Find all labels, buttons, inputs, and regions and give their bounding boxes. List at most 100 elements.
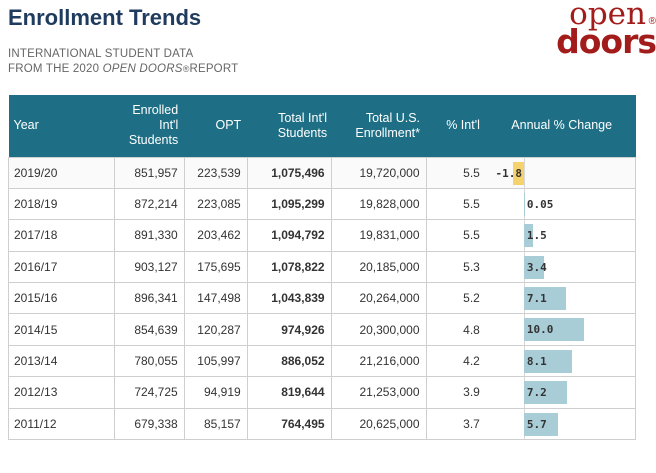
change-label: -1.8 bbox=[495, 166, 523, 180]
cell-total-intl: 819,644 bbox=[246, 376, 332, 409]
change-bar bbox=[523, 287, 567, 311]
cell-annual-change: 3.4 bbox=[487, 250, 636, 284]
cell-total-us: 20,300,000 bbox=[330, 313, 427, 346]
change-label: 3.4 bbox=[526, 260, 547, 274]
cell-opt: 175,695 bbox=[183, 250, 248, 284]
table-row: 2013/14 780,055 105,997 886,052 21,216,000 4.… bbox=[8, 344, 636, 378]
cell-annual-change: 7.1 bbox=[487, 282, 636, 315]
cell-total-intl: 1,094,792 bbox=[246, 219, 332, 252]
cell-enrolled: 854,639 bbox=[113, 313, 185, 346]
col-header-pct-intl: % Int'l bbox=[446, 118, 480, 133]
cell-enrolled: 891,330 bbox=[113, 219, 185, 252]
open-doors-logo: open ® doors bbox=[546, 0, 656, 66]
cell-opt: 94,919 bbox=[183, 376, 248, 409]
subtitle-line-2: FROM THE 2020 OPEN DOORS®REPORT bbox=[8, 62, 238, 77]
cell-year: 2016/17 bbox=[8, 250, 115, 284]
change-bar bbox=[513, 161, 524, 185]
subtitle-registered-mark: ® bbox=[182, 64, 190, 74]
col-header-total-intl: Total Int'l Students bbox=[277, 110, 328, 140]
cell-year: 2011/12 bbox=[8, 407, 115, 441]
cell-opt: 85,157 bbox=[183, 407, 248, 441]
table-row: 2017/18 891,330 203,462 1,094,792 19,831,000… bbox=[8, 219, 636, 252]
table-row: 2012/13 724,725 94,919 819,644 21,253,000 3.9… bbox=[8, 376, 636, 409]
cell-total-intl: 886,052 bbox=[246, 344, 332, 378]
cell-total-intl: 974,926 bbox=[246, 313, 332, 346]
cell-annual-change: 1.5 bbox=[487, 219, 636, 252]
table-row: 2011/12 679,338 85,157 764,495 20,625,000 3.7… bbox=[8, 407, 636, 441]
cell-year: 2015/16 bbox=[8, 282, 115, 315]
cell-annual-change: 8.1 bbox=[487, 344, 636, 378]
cell-total-us: 20,185,000 bbox=[330, 250, 427, 284]
col-header-total-us: Total U.S. Enrollment* bbox=[355, 110, 420, 140]
cell-pct-intl: 4.8 bbox=[425, 313, 488, 346]
col-header-enrolled: Enrolled Int'l Students bbox=[128, 103, 179, 148]
cell-annual-change: 10.0 bbox=[487, 313, 636, 346]
change-bar bbox=[523, 349, 573, 373]
subtitle-line-1: INTERNATIONAL STUDENT DATA bbox=[8, 48, 194, 60]
col-header-opt: OPT bbox=[215, 118, 242, 133]
cell-pct-intl: 5.5 bbox=[425, 219, 488, 252]
cell-enrolled: 872,214 bbox=[113, 187, 185, 221]
cell-year: 2019/20 bbox=[8, 156, 115, 189]
cell-total-us: 19,831,000 bbox=[330, 219, 427, 252]
change-bar bbox=[523, 192, 525, 216]
col-header-year: Year bbox=[13, 118, 39, 133]
change-bar bbox=[523, 412, 559, 436]
change-bar bbox=[523, 318, 584, 342]
table-header-row: Year Enrolled Int'l Students OPT Total I… bbox=[8, 95, 636, 157]
change-bar bbox=[523, 381, 568, 405]
cell-year: 2012/13 bbox=[8, 376, 115, 409]
change-label: 10.0 bbox=[526, 323, 554, 337]
cell-total-us: 19,720,000 bbox=[330, 156, 427, 189]
cell-opt: 120,287 bbox=[183, 313, 248, 346]
cell-enrolled: 679,338 bbox=[113, 407, 185, 441]
cell-enrolled: 903,127 bbox=[113, 250, 185, 284]
cell-year: 2013/14 bbox=[8, 344, 115, 378]
cell-year: 2017/18 bbox=[8, 219, 115, 252]
cell-opt: 223,085 bbox=[183, 187, 248, 221]
cell-pct-intl: 5.3 bbox=[425, 250, 488, 284]
change-label: 0.05 bbox=[526, 197, 554, 211]
table-row: 2018/19 872,214 223,085 1,095,299 19,828,000… bbox=[8, 187, 636, 221]
cell-annual-change: -1.8 bbox=[487, 156, 636, 189]
cell-opt: 105,997 bbox=[183, 344, 248, 378]
cell-year: 2018/19 bbox=[8, 187, 115, 221]
cell-total-us: 20,264,000 bbox=[330, 282, 427, 315]
change-label: 7.2 bbox=[526, 386, 547, 400]
cell-enrolled: 851,957 bbox=[113, 156, 185, 189]
cell-enrolled: 724,725 bbox=[113, 376, 185, 409]
change-label: 7.1 bbox=[526, 292, 547, 306]
cell-pct-intl: 5.2 bbox=[425, 282, 488, 315]
cell-opt: 223,539 bbox=[183, 156, 248, 189]
cell-pct-intl: 5.5 bbox=[425, 156, 488, 189]
change-label: 5.7 bbox=[526, 417, 547, 431]
change-bar bbox=[523, 224, 533, 248]
cell-pct-intl: 3.9 bbox=[425, 376, 488, 409]
logo-word-open: open bbox=[569, 0, 646, 32]
table-row: 2019/20 851,957 223,539 1,075,496 19,720,000… bbox=[8, 156, 636, 189]
page-title: Enrollment Trends bbox=[8, 5, 202, 30]
col-header-annual-change: Annual % Change bbox=[511, 118, 613, 133]
cell-enrolled: 896,341 bbox=[113, 282, 185, 315]
change-bar bbox=[523, 255, 545, 279]
change-label: 8.1 bbox=[526, 354, 547, 368]
cell-opt: 203,462 bbox=[183, 219, 248, 252]
cell-annual-change: 7.2 bbox=[487, 376, 636, 409]
page-subtitle: INTERNATIONAL STUDENT DATA FROM THE 2020… bbox=[8, 47, 238, 77]
cell-total-intl: 1,078,822 bbox=[246, 250, 332, 284]
cell-annual-change: 5.7 bbox=[487, 407, 636, 441]
cell-opt: 147,498 bbox=[183, 282, 248, 315]
cell-total-us: 19,828,000 bbox=[330, 187, 427, 221]
cell-year: 2014/15 bbox=[8, 313, 115, 346]
logo-registered-mark: ® bbox=[648, 16, 656, 27]
cell-enrolled: 780,055 bbox=[113, 344, 185, 378]
bar-zero-axis bbox=[523, 157, 525, 188]
table-row: 2014/15 854,639 120,287 974,926 20,300,000 4.… bbox=[8, 313, 636, 346]
subtitle-report-name: OPEN DOORS bbox=[102, 63, 183, 75]
cell-total-intl: 764,495 bbox=[246, 407, 332, 441]
table-row: 2016/17 903,127 175,695 1,078,822 20,185,000… bbox=[8, 250, 636, 284]
logo-word-doors: doors bbox=[556, 22, 656, 61]
cell-pct-intl: 4.2 bbox=[425, 344, 488, 378]
cell-total-us: 20,625,000 bbox=[330, 407, 427, 441]
cell-total-intl: 1,095,299 bbox=[246, 187, 332, 221]
